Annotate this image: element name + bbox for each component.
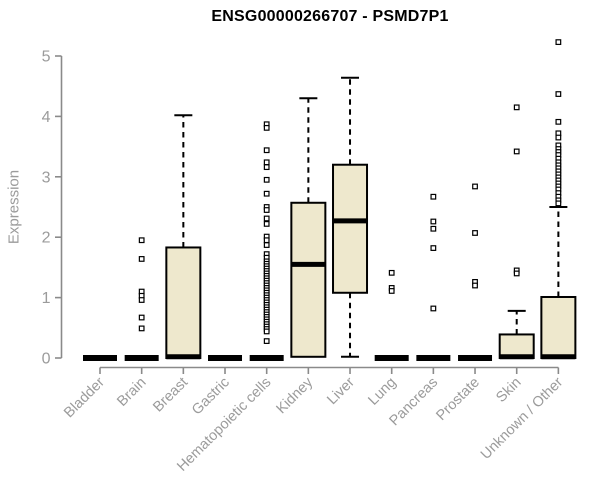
outlier-point: [263, 176, 270, 183]
outlier-point: [263, 164, 270, 171]
outlier-point: [138, 237, 145, 244]
outlier-point: [263, 159, 270, 166]
y-axis: 0 1 2 3 4 5: [42, 49, 63, 368]
outlier-point: [263, 242, 270, 248]
outlier-point: [138, 297, 145, 303]
outlier-point: [263, 207, 270, 213]
outlier-point: [138, 325, 145, 332]
x-tick-label-liver: Liver: [324, 374, 358, 408]
outlier-point: [263, 190, 270, 197]
x-tick-label-prostate: Prostate: [433, 375, 482, 424]
outlier-point: [555, 39, 562, 46]
box-lung: [374, 269, 409, 361]
outlier-point: [263, 147, 270, 154]
outlier-point: [555, 200, 562, 207]
outlier-point: [513, 148, 520, 155]
x-tick-label-brain: Brain: [114, 375, 149, 410]
chart-title: ENSG00000266707 - PSMD7P1: [211, 8, 449, 25]
box-unknown-other: [540, 39, 577, 360]
x-tick-label-skin: Skin: [493, 375, 524, 406]
box-prostate: [458, 183, 493, 361]
y-tick-label: 0: [42, 351, 51, 368]
outlier-point: [430, 225, 437, 232]
box-skin: [498, 104, 535, 360]
y-tick-label: 5: [42, 49, 51, 66]
x-tick-label-bladder: Bladder: [61, 374, 108, 421]
outlier-point: [388, 288, 395, 294]
outlier-point: [263, 215, 270, 222]
y-tick-label: 3: [42, 169, 51, 186]
outlier-point: [472, 282, 478, 289]
outlier-point: [263, 237, 270, 244]
outlier-point: [430, 193, 437, 200]
outlier-point: [430, 305, 437, 312]
y-tick-label: 2: [42, 230, 51, 247]
box-pancreas: [416, 193, 451, 361]
outlier-point: [513, 270, 520, 277]
outlier-point: [430, 245, 437, 251]
outlier-point: [263, 124, 270, 131]
outlier-point: [472, 230, 478, 236]
outlier-point: [430, 218, 437, 225]
box-breast: [165, 114, 202, 360]
box-kidney: [290, 97, 327, 358]
box-hematopoietic-cells: [249, 121, 284, 361]
iqr-box: [540, 295, 577, 360]
iqr-box: [290, 201, 327, 358]
outlier-point: [472, 183, 478, 190]
x-tick-label-breast: Breast: [150, 375, 191, 416]
box-liver: [332, 76, 369, 358]
outlier-point: [513, 104, 520, 111]
outlier-point: [555, 134, 562, 141]
box-brain: [124, 237, 159, 361]
outlier-point: [555, 91, 562, 97]
outlier-point: [138, 314, 145, 321]
outlier-point: [138, 256, 145, 262]
y-tick-label: 4: [42, 109, 51, 126]
y-tick-label: 1: [42, 290, 51, 307]
x-tick-label-lung: Lung: [365, 375, 399, 409]
outlier-point: [555, 118, 562, 125]
iqr-box: [332, 163, 369, 294]
outlier-point: [263, 221, 270, 227]
outlier-point: [388, 269, 395, 276]
x-tick-label-kidney: Kidney: [274, 374, 317, 417]
iqr-box: [165, 246, 202, 359]
outlier-point: [263, 328, 270, 335]
outlier-point: [263, 338, 270, 344]
